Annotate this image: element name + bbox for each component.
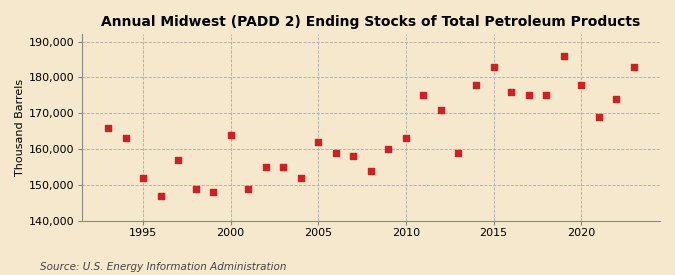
- Point: [173, 158, 184, 162]
- Point: [138, 176, 148, 180]
- Point: [278, 165, 289, 169]
- Point: [225, 133, 236, 137]
- Point: [348, 154, 358, 159]
- Point: [506, 90, 516, 94]
- Point: [541, 93, 551, 98]
- Point: [488, 64, 499, 69]
- Point: [243, 186, 254, 191]
- Point: [383, 147, 394, 152]
- Point: [208, 190, 219, 194]
- Point: [313, 140, 324, 144]
- Point: [365, 169, 376, 173]
- Point: [155, 194, 166, 198]
- Point: [576, 82, 587, 87]
- Point: [593, 115, 604, 119]
- Point: [120, 136, 131, 141]
- Text: Source: U.S. Energy Information Administration: Source: U.S. Energy Information Administ…: [40, 262, 287, 272]
- Y-axis label: Thousand Barrels: Thousand Barrels: [15, 79, 25, 176]
- Point: [296, 176, 306, 180]
- Point: [418, 93, 429, 98]
- Point: [453, 151, 464, 155]
- Point: [523, 93, 534, 98]
- Point: [628, 64, 639, 69]
- Point: [190, 186, 201, 191]
- Point: [435, 108, 446, 112]
- Point: [261, 165, 271, 169]
- Point: [331, 151, 342, 155]
- Point: [103, 125, 113, 130]
- Point: [400, 136, 411, 141]
- Point: [470, 82, 481, 87]
- Point: [558, 54, 569, 58]
- Title: Annual Midwest (PADD 2) Ending Stocks of Total Petroleum Products: Annual Midwest (PADD 2) Ending Stocks of…: [101, 15, 641, 29]
- Point: [611, 97, 622, 101]
